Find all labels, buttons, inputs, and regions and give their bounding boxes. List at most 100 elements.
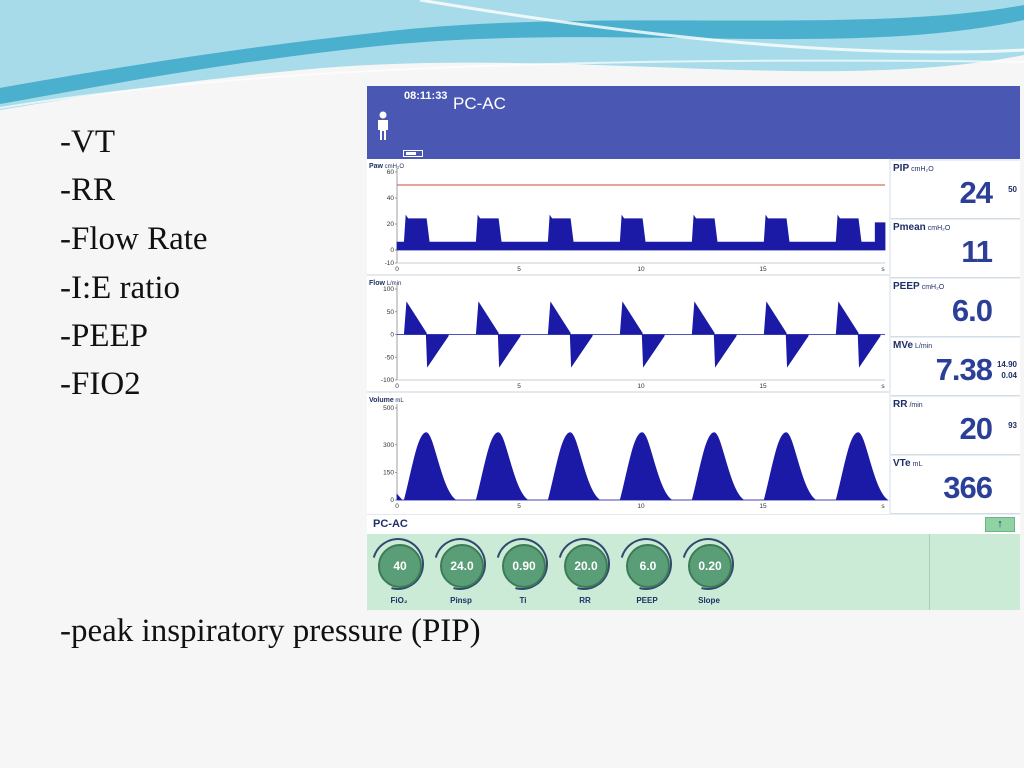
- x-tick-label: 10: [637, 383, 645, 390]
- y-tick-label: 300: [383, 442, 394, 449]
- knob-value: 0.20: [688, 544, 732, 588]
- bullet-fio2: -FIO2: [60, 366, 141, 402]
- bullet-flow-rate: -Flow Rate: [60, 221, 208, 257]
- knob-value: 20.0: [564, 544, 608, 588]
- readout-value: 20: [959, 411, 993, 446]
- readout-unit: cmH₂O: [927, 225, 951, 232]
- waveform-label-paw: Paw cmH₂O: [369, 163, 404, 170]
- readout-unit: mL: [912, 461, 923, 468]
- up-arrow-icon[interactable]: ↑: [985, 517, 1015, 532]
- y-tick-label: 50: [387, 309, 395, 316]
- readout-alarm-limit: 50: [1008, 185, 1017, 194]
- y-tick-label: -100: [381, 377, 394, 384]
- knob-value: 0.90: [502, 544, 546, 588]
- x-tick-label: 0: [395, 383, 399, 390]
- readout-value: 11: [961, 234, 993, 269]
- readout-alarm-limit: 0.04: [1001, 371, 1017, 380]
- x-tick-label: s: [881, 383, 885, 390]
- readout-label: PIP cmH₂O: [893, 163, 934, 174]
- x-tick-label: 5: [517, 503, 521, 510]
- x-tick-label: s: [881, 503, 885, 510]
- readout-rr: RR/min 20 93: [891, 397, 1020, 455]
- mode-label: PC-AC: [373, 518, 408, 530]
- knob-label: Slope: [698, 596, 720, 605]
- readout-value: 366: [943, 470, 993, 505]
- waveform-trace-flow: [397, 301, 885, 368]
- bullet-pip: -peak inspiratory pressure (PIP): [60, 613, 481, 649]
- knob-label: PEEP: [636, 596, 658, 605]
- x-tick-label: 5: [517, 383, 521, 390]
- waveform-label-volume: Volume mL: [369, 397, 404, 404]
- readout-pip: PIP cmH₂O 24 50: [891, 161, 1020, 219]
- y-tick-label: -50: [385, 354, 395, 361]
- readout-peep: PEEP cmH₂O 6.0: [891, 279, 1020, 337]
- y-tick-label: 500: [383, 405, 394, 412]
- x-tick-label: 0: [395, 266, 399, 273]
- x-tick-label: s: [881, 266, 885, 273]
- mode-title: PC-AC: [453, 94, 506, 113]
- readout-unit: cmH₂O: [911, 166, 934, 173]
- bullet-peep: -PEEP: [60, 318, 149, 354]
- readout-label: MVe L/min: [893, 340, 933, 351]
- knob-value: 6.0: [626, 544, 670, 588]
- y-tick-label: 100: [383, 286, 394, 293]
- readout-label: VTe mL: [893, 458, 923, 469]
- bullet-ie-ratio: -I:E ratio: [60, 270, 181, 306]
- readout-label: Pmean cmH₂O: [893, 222, 951, 233]
- knob-rr[interactable]: 20.0 RR: [548, 528, 620, 608]
- header-swoosh: [0, 0, 1024, 110]
- ventilator-header: 08:11:33 PC-AC: [367, 86, 1020, 159]
- x-tick-label: 15: [759, 503, 767, 510]
- readout-unit: /min: [909, 402, 923, 409]
- person-icon: [378, 111, 388, 140]
- waveform-trace-volume: [396, 432, 889, 501]
- knob-label: FiO₂: [390, 596, 408, 605]
- knob-label: RR: [579, 596, 591, 605]
- readout-column: PIP cmH₂O 24 50 Pmean cmH₂O 11 PEEP cmH₂O 6.0 MVe L…: [889, 159, 1020, 515]
- knob-pinsp[interactable]: 24.0 Pinsp: [424, 528, 496, 608]
- readout-alarm-limit: 14.90: [996, 360, 1017, 369]
- knob-label: Pinsp: [450, 596, 472, 605]
- readout-value: 7.38: [935, 352, 993, 387]
- y-tick-label: 0: [390, 247, 394, 254]
- bullet-vt: -VT: [60, 124, 115, 160]
- y-tick-label: 150: [383, 469, 394, 476]
- knob-value: 24.0: [440, 544, 484, 588]
- readout-value: 6.0: [951, 293, 993, 328]
- readout-mve: MVe L/min 7.38 14.90 0.04: [891, 338, 1020, 396]
- x-tick-label: 0: [395, 503, 399, 510]
- readout-label: RR/min: [893, 399, 923, 410]
- x-tick-label: 10: [637, 266, 645, 273]
- y-tick-label: 60: [387, 169, 395, 176]
- readout-vte: VTe mL 366: [891, 456, 1020, 514]
- knob-peep[interactable]: 6.0 PEEP: [610, 528, 682, 608]
- knob-label: Ti: [519, 596, 527, 605]
- y-tick-label: 40: [387, 195, 395, 202]
- readout-value: 24: [959, 175, 993, 210]
- x-tick-label: 15: [759, 383, 767, 390]
- y-tick-label: -10: [385, 260, 395, 267]
- knob-ti[interactable]: 0.90 Ti: [486, 528, 558, 608]
- settings-knob-panel: 40 FiO₂ 24.0 Pinsp 0.90 Ti 20.0 RR 6.0 PEEP 0.20 Sl…: [367, 528, 1020, 610]
- knob-value: 40: [378, 544, 422, 588]
- waveform-label-flow: Flow L/min: [369, 280, 401, 287]
- clock: 08:11:33: [404, 90, 448, 102]
- y-tick-label: 20: [387, 221, 395, 228]
- knob-slope[interactable]: 0.20 Slope: [672, 528, 744, 608]
- readout-pmean: Pmean cmH₂O 11: [891, 220, 1020, 278]
- x-tick-label: 10: [637, 503, 645, 510]
- y-tick-label: 0: [390, 497, 394, 504]
- mode-bar: PC-AC ↑: [367, 515, 1020, 534]
- readout-unit: L/min: [915, 343, 933, 350]
- readout-label: PEEP cmH₂O: [893, 281, 945, 292]
- bullet-rr: -RR: [60, 172, 116, 208]
- readout-unit: cmH₂O: [921, 284, 945, 291]
- waveform-panel: Paw cmH₂O 60 40 20 0 -10 0 5 10 15 s Flow L/min 100 5…: [367, 159, 889, 515]
- x-tick-label: 15: [759, 266, 767, 273]
- knob-side-panel: [929, 534, 1020, 610]
- battery-icon: [403, 150, 423, 157]
- knob-fio[interactable]: 40 FiO₂: [367, 528, 434, 608]
- y-tick-label: 0: [390, 332, 394, 339]
- ventilator-screenshot: 08:11:33 PC-AC Paw cmH₂O 60 40 20 0 -10 0 5 10 15…: [367, 86, 1020, 610]
